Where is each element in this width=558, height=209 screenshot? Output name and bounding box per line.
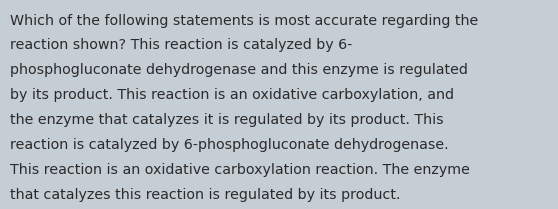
Text: the enzyme that catalyzes it is regulated by its product. This: the enzyme that catalyzes it is regulate… — [10, 113, 444, 127]
Text: by its product. This reaction is an oxidative carboxylation, and: by its product. This reaction is an oxid… — [10, 88, 454, 102]
Text: phosphogluconate dehydrogenase and this enzyme is regulated: phosphogluconate dehydrogenase and this … — [10, 63, 468, 77]
Text: reaction is catalyzed by 6-phosphogluconate dehydrogenase.: reaction is catalyzed by 6-phosphoglucon… — [10, 138, 449, 152]
Text: This reaction is an oxidative carboxylation reaction. The enzyme: This reaction is an oxidative carboxylat… — [10, 163, 470, 177]
Text: that catalyzes this reaction is regulated by its product.: that catalyzes this reaction is regulate… — [10, 188, 401, 202]
Text: reaction shown? This reaction is catalyzed by 6-: reaction shown? This reaction is catalyz… — [10, 38, 353, 52]
Text: Which of the following statements is most accurate regarding the: Which of the following statements is mos… — [10, 14, 478, 28]
